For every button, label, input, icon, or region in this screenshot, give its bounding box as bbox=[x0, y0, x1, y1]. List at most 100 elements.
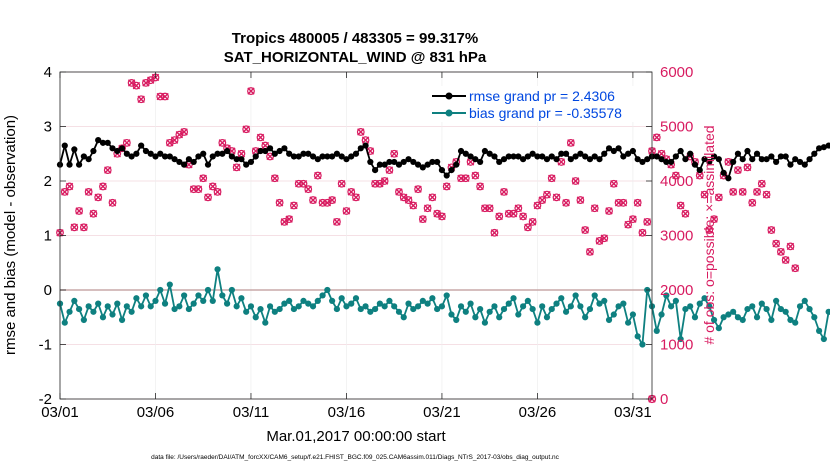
obs-possible-marker bbox=[609, 179, 618, 188]
obs-assimilated-marker bbox=[285, 215, 293, 223]
obs-possible-marker bbox=[762, 190, 771, 199]
y-left-tick-label: -2 bbox=[39, 391, 52, 408]
y-left-tick-label: 4 bbox=[44, 64, 52, 81]
bias-point bbox=[376, 300, 383, 307]
bias-point bbox=[753, 314, 761, 321]
obs-assimilated-marker bbox=[610, 180, 618, 188]
rmse-point bbox=[414, 161, 422, 168]
bias-point bbox=[500, 305, 508, 313]
bias-point bbox=[596, 300, 603, 307]
obs-assimilated-marker bbox=[571, 177, 580, 185]
bias-point bbox=[429, 295, 436, 302]
obs-assimilated-marker bbox=[385, 166, 394, 174]
bias-point bbox=[305, 300, 312, 307]
rmse-point bbox=[773, 158, 780, 166]
bias-point bbox=[181, 292, 188, 299]
rmse-point bbox=[257, 147, 264, 155]
obs-possible-marker bbox=[194, 185, 203, 194]
y-right-axis-ticks: 0 1000 2000 3000 4000 5000 6000 bbox=[646, 64, 693, 408]
bias-series-layer bbox=[56, 266, 830, 348]
bias-point bbox=[663, 292, 670, 299]
rmse-point bbox=[262, 147, 269, 155]
obs-assimilated-marker bbox=[476, 182, 484, 191]
bias-point bbox=[61, 319, 68, 326]
obs-assimilated-marker bbox=[89, 210, 98, 218]
bias-point bbox=[725, 311, 732, 318]
obs-possible-marker bbox=[79, 223, 88, 232]
bias-point bbox=[720, 314, 727, 321]
obs-assimilated-marker bbox=[357, 128, 365, 136]
obs-assimilated-marker bbox=[314, 171, 322, 180]
obs-possible-marker bbox=[290, 201, 298, 210]
rmse-point bbox=[424, 161, 431, 168]
rmse-point bbox=[615, 145, 622, 152]
bias-point bbox=[171, 305, 178, 313]
bias-point bbox=[85, 303, 92, 310]
obs-possible-marker bbox=[132, 81, 141, 90]
bias-point bbox=[763, 305, 770, 313]
rmse-point bbox=[166, 153, 173, 160]
rmse-point bbox=[419, 164, 426, 171]
bias-point bbox=[801, 297, 808, 304]
obs-possible-marker bbox=[476, 182, 485, 191]
bias-point bbox=[443, 292, 450, 299]
y-right-tick-label: 2000 bbox=[660, 282, 693, 299]
rmse-point bbox=[434, 158, 441, 166]
bias-point bbox=[715, 325, 722, 332]
rmse-point bbox=[567, 156, 574, 163]
rmse-point bbox=[534, 153, 541, 160]
rmse-point bbox=[572, 153, 579, 160]
rmse-point bbox=[658, 156, 665, 163]
y-left-tick-label: 0 bbox=[44, 282, 52, 299]
bias-point bbox=[371, 305, 379, 313]
y-right-tick-label: 1000 bbox=[660, 337, 693, 354]
bias-point bbox=[104, 303, 111, 310]
rmse-point bbox=[672, 153, 679, 160]
bias-point bbox=[672, 297, 679, 304]
obs-assimilated-marker bbox=[519, 212, 527, 221]
rmse-point bbox=[519, 156, 527, 163]
obs-assimilated-marker bbox=[147, 76, 155, 84]
obs-possible-marker bbox=[404, 196, 413, 204]
bias-point bbox=[701, 295, 708, 302]
rmse-point bbox=[553, 156, 560, 163]
bias-point bbox=[515, 311, 522, 318]
obs-possible-marker bbox=[385, 166, 394, 175]
bias-point bbox=[519, 303, 527, 310]
rmse-point bbox=[300, 150, 307, 157]
y-right-tick-label: 5000 bbox=[660, 119, 693, 136]
rmse-point bbox=[219, 150, 226, 157]
rmse-point bbox=[429, 158, 436, 166]
bias-point bbox=[414, 303, 422, 310]
rmse-point bbox=[371, 167, 379, 174]
bias-point bbox=[586, 305, 594, 313]
obs-possible-marker bbox=[786, 242, 795, 251]
obs-assimilated-marker bbox=[576, 196, 585, 204]
bias-point bbox=[400, 314, 407, 321]
obs-possible-marker bbox=[734, 166, 742, 175]
bias-point bbox=[252, 314, 259, 321]
obs-assimilated-marker bbox=[734, 166, 742, 174]
obs-assimilated-marker bbox=[586, 248, 594, 256]
obs-assimilated-marker bbox=[772, 239, 780, 248]
bias-point bbox=[238, 295, 245, 302]
bias-point bbox=[577, 303, 584, 310]
rmse-point bbox=[720, 169, 727, 176]
rmse-point bbox=[290, 153, 298, 160]
obs-possible-marker bbox=[652, 133, 661, 142]
obs-assimilated-marker bbox=[562, 199, 570, 207]
bias-point bbox=[792, 319, 799, 326]
bias-point bbox=[80, 316, 87, 324]
rmse-point bbox=[548, 153, 555, 160]
obs-possible-marker bbox=[170, 136, 179, 145]
rmse-point bbox=[90, 147, 97, 155]
obs-possible-marker bbox=[247, 87, 255, 95]
bias-point bbox=[591, 292, 598, 299]
obs-possible-marker bbox=[590, 204, 599, 213]
rmse-point bbox=[142, 147, 150, 155]
bias-point bbox=[71, 297, 78, 304]
rmse-point bbox=[825, 142, 830, 149]
bias-point bbox=[133, 295, 140, 302]
obs-possible-marker bbox=[84, 187, 93, 196]
